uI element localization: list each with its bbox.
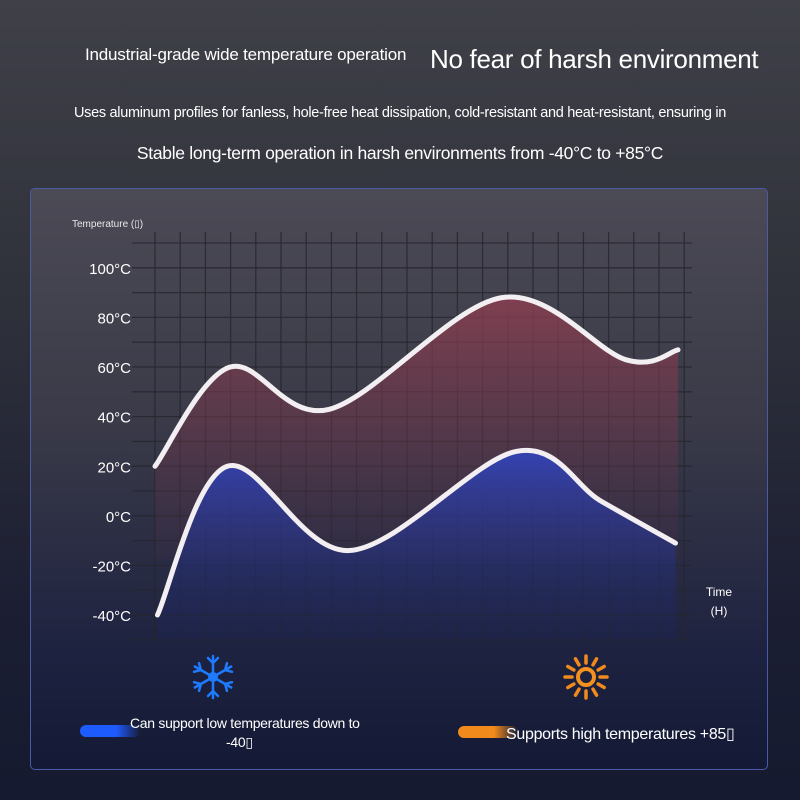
high-temp-text: Supports high temperatures +85▯	[506, 726, 735, 743]
y-axis-label: Temperature (▯)	[72, 219, 143, 230]
x-axis-label-line1: Time	[706, 585, 733, 599]
y-tick-label: -40°C	[92, 608, 131, 625]
y-tick-label: 80°C	[97, 311, 131, 328]
title-left: Industrial-grade wide temperature operat…	[85, 45, 407, 64]
series-area	[157, 450, 676, 640]
low-temp-text-1: Can support low temperatures down to	[130, 715, 360, 731]
y-tick-label: 0°C	[106, 509, 131, 526]
description-line-1: Uses aluminum profiles for fanless, hole…	[73, 105, 727, 121]
sun-ray	[596, 664, 606, 672]
sun-ray	[573, 687, 581, 697]
sun-icon	[563, 654, 609, 700]
y-tick-label: -20°C	[92, 558, 131, 575]
x-axis-label-line2: (H)	[711, 604, 728, 618]
sun-ray	[573, 657, 581, 667]
sun-ray	[591, 687, 599, 697]
low-temp-indicator	[80, 725, 140, 737]
series-line	[154, 447, 679, 618]
sun-ray	[566, 664, 576, 672]
low-temp-text-2: -40▯	[226, 734, 253, 750]
high-temp-indicator	[458, 726, 518, 738]
snowflake-icon	[191, 654, 235, 700]
series-line	[152, 294, 681, 469]
y-tick-label: 40°C	[97, 410, 131, 427]
title-right: No fear of harsh environment	[430, 44, 759, 74]
sun-ray	[566, 682, 576, 690]
sun-ray	[591, 657, 599, 667]
sun-ray	[596, 682, 606, 690]
y-tick-label: 20°C	[97, 459, 131, 476]
y-tick-label: 60°C	[97, 360, 131, 377]
y-tick-label: 100°C	[89, 261, 131, 278]
description-line-2: Stable long-term operation in harsh envi…	[136, 143, 664, 163]
